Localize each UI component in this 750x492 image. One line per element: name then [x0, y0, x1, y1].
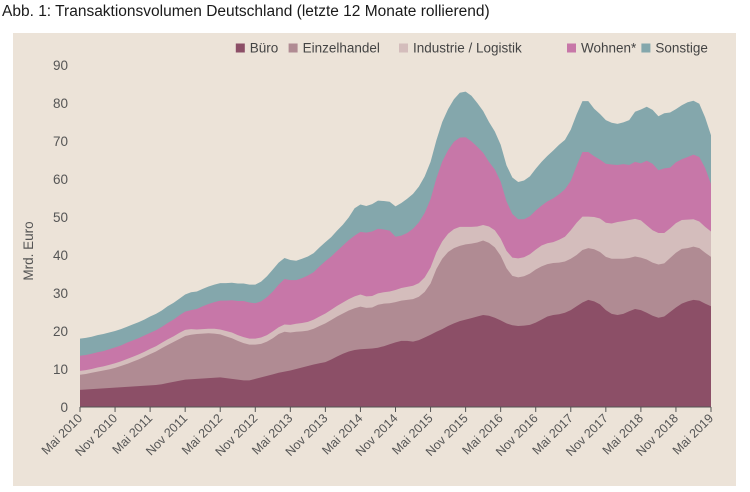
legend-swatch-büro: [235, 43, 245, 53]
legend-label-industrie-logistik: Industrie / Logistik: [413, 41, 522, 56]
legend-label-wohnen: Wohnen*: [581, 41, 637, 56]
y-tick-label: 10: [53, 362, 68, 377]
legend-swatch-einzelhandel: [288, 43, 298, 53]
y-tick-label: 70: [53, 134, 68, 149]
y-tick-label: 40: [53, 248, 68, 263]
legend-label-einzelhandel: Einzelhandel: [303, 41, 380, 56]
area-layers: [80, 91, 711, 407]
y-axis-label: Mrd. Euro: [21, 221, 36, 280]
chart-panel: 0 10 20 30 40 50 60 70 80 90 Mai 2010 Nov 2010 Mai …: [13, 33, 736, 486]
y-tick-label: 90: [53, 58, 68, 73]
y-tick-label: 50: [53, 210, 68, 225]
y-tick-label: 30: [53, 286, 68, 301]
legend-swatch-sonstige: [641, 43, 651, 53]
legend: Büro Einzelhandel Industrie / Logistik Wohn…: [235, 41, 708, 56]
legend-swatch-industrie-logistik: [399, 43, 408, 53]
y-tick-label: 80: [53, 96, 68, 111]
y-axis: 0 10 20 30 40 50 60 70 80 90: [53, 58, 68, 415]
figure-title: Abb. 1: Transaktionsvolumen Deutschland …: [2, 3, 490, 20]
legend-label-büro: Büro: [250, 41, 279, 56]
legend-label-sonstige: Sonstige: [655, 41, 708, 56]
y-tick-label: 0: [60, 400, 68, 415]
area-series-büro: [80, 299, 711, 407]
legend-swatch-wohnen: [567, 43, 576, 53]
y-tick-label: 20: [53, 324, 68, 339]
y-tick-label: 60: [53, 172, 68, 187]
